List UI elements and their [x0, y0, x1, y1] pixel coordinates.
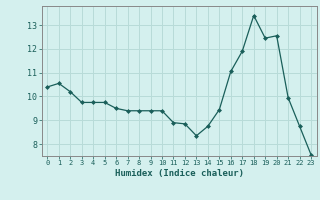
X-axis label: Humidex (Indice chaleur): Humidex (Indice chaleur) — [115, 169, 244, 178]
